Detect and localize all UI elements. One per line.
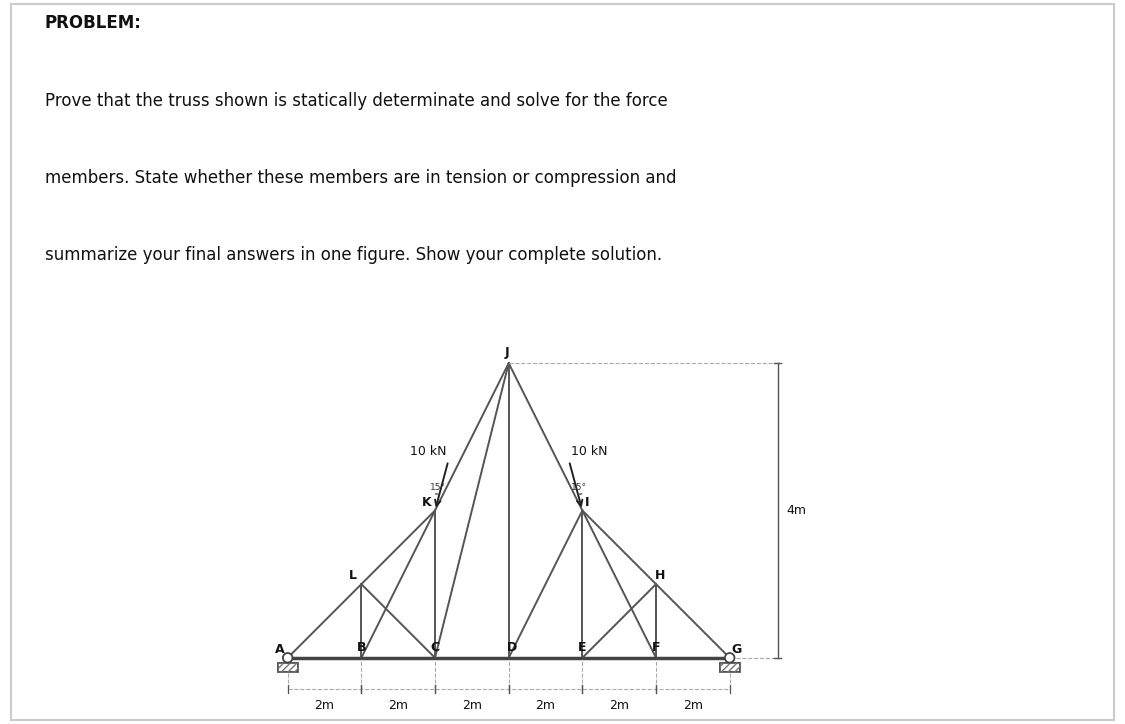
Circle shape: [724, 653, 735, 662]
Text: B: B: [357, 641, 366, 654]
Text: summarize your final answers in one figure. Show your complete solution.: summarize your final answers in one figu…: [45, 245, 663, 264]
Text: G: G: [731, 643, 741, 656]
Text: A: A: [274, 643, 285, 656]
Text: 2m: 2m: [462, 699, 482, 712]
Text: 10 kN: 10 kN: [410, 445, 447, 458]
Text: 2m: 2m: [536, 699, 556, 712]
Text: 15°: 15°: [572, 483, 587, 492]
Bar: [278, 662, 298, 672]
Text: 4m: 4m: [786, 504, 807, 517]
Text: 10 kN: 10 kN: [570, 445, 608, 458]
Text: L: L: [349, 569, 358, 582]
Text: E: E: [578, 641, 586, 654]
Text: 2m: 2m: [315, 699, 334, 712]
Bar: [720, 662, 740, 672]
Text: PROBLEM:: PROBLEM:: [45, 14, 142, 33]
Text: H: H: [655, 569, 666, 582]
Circle shape: [282, 653, 292, 662]
Text: 2m: 2m: [683, 699, 703, 712]
Text: 2m: 2m: [610, 699, 629, 712]
Text: J: J: [504, 346, 510, 358]
Text: F: F: [651, 641, 660, 654]
Text: members. State whether these members are in tension or compression and: members. State whether these members are…: [45, 169, 676, 187]
Text: 2m: 2m: [388, 699, 408, 712]
Text: 15°: 15°: [430, 483, 446, 492]
Bar: [720, 662, 740, 672]
Text: D: D: [507, 641, 518, 654]
Text: K: K: [422, 496, 432, 509]
Text: Prove that the truss shown is statically determinate and solve for the force: Prove that the truss shown is statically…: [45, 91, 668, 109]
Text: I: I: [585, 496, 590, 509]
Text: C: C: [431, 641, 440, 654]
Bar: [278, 662, 298, 672]
